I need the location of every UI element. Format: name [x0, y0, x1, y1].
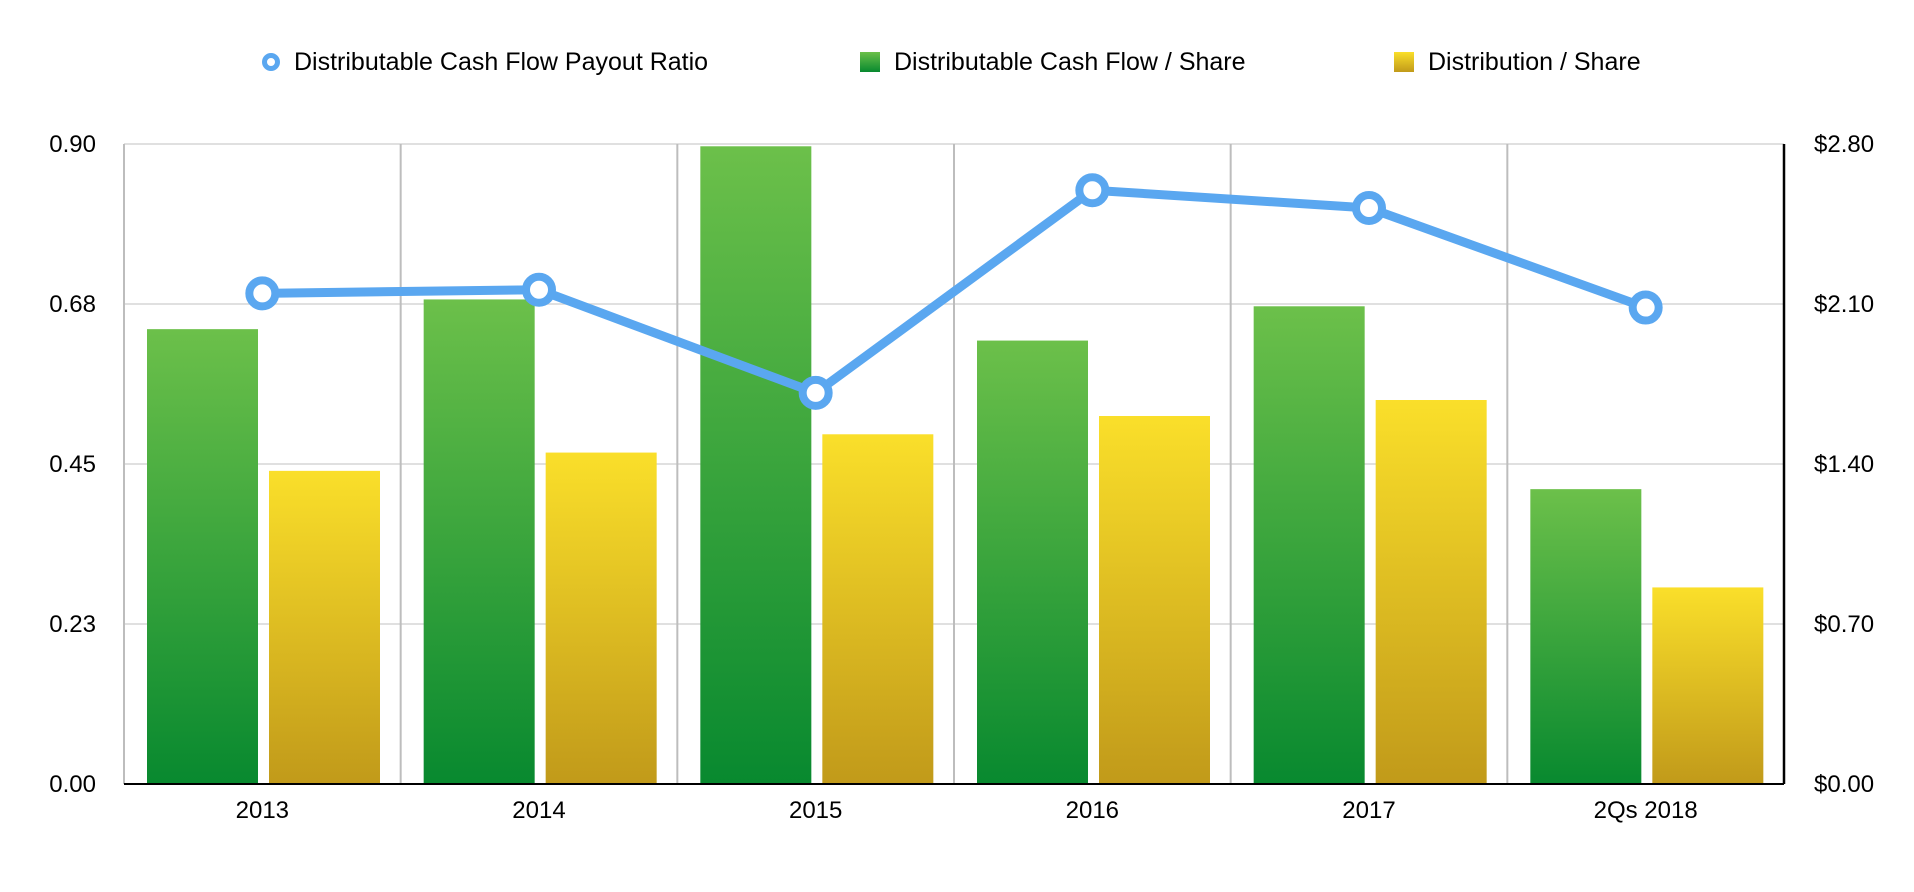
- bars: [147, 146, 1764, 785]
- payout-ratio-line: [257, 185, 1651, 398]
- bar-distribution-per-share: [545, 452, 657, 784]
- payout-ratio-point: [798, 375, 833, 410]
- bar-dcf-per-share: [700, 146, 812, 785]
- chart-legend: Distributable Cash Flow Payout Ratio Dis…: [0, 44, 1914, 80]
- grid-lines: [123, 143, 1784, 784]
- x-axis-category-label: 2016: [1066, 797, 1119, 824]
- bar-dcf-per-share: [1530, 489, 1642, 784]
- legend-line-marker-icon: [262, 53, 280, 71]
- legend-label-distribution-share: Distribution / Share: [1428, 47, 1641, 76]
- bar-distribution-per-share: [822, 434, 934, 784]
- payout-ratio-point: [1628, 290, 1663, 325]
- legend-item-payout-ratio: Distributable Cash Flow Payout Ratio: [262, 44, 708, 80]
- right-axis-tick-label: $0.00: [1814, 771, 1874, 798]
- right-axis-tick-label: $1.40: [1814, 451, 1874, 478]
- legend-item-dcf-share: Distributable Cash Flow / Share: [860, 44, 1246, 80]
- bar-dcf-per-share: [147, 329, 258, 784]
- legend-green-square-icon: [860, 52, 880, 72]
- bar-dcf-per-share: [423, 299, 535, 784]
- bar-dcf-per-share: [1253, 306, 1365, 784]
- bar-distribution-per-share: [269, 470, 380, 784]
- bar-dcf-per-share: [977, 340, 1088, 784]
- bar-distribution-per-share: [1652, 587, 1764, 784]
- legend-label-dcf-share: Distributable Cash Flow / Share: [894, 47, 1246, 76]
- bar-distribution-per-share: [1375, 400, 1487, 784]
- payout-ratio-point: [245, 276, 280, 311]
- legend-item-distribution-share: Distribution / Share: [1394, 44, 1641, 80]
- x-axis-category-label: 2015: [789, 797, 842, 824]
- right-axis-tick-label: $2.10: [1814, 291, 1874, 318]
- right-axis-tick-label: $2.80: [1814, 131, 1874, 158]
- x-axis-category-label: 2013: [236, 797, 289, 824]
- left-axis-tick-label: 0.90: [49, 131, 96, 158]
- left-axis-tick-label: 0.68: [49, 291, 96, 318]
- payout-ratio-line-series: [245, 173, 1663, 410]
- axis-labels: 0.00 $0.00 0.23 $0.70 0.45 $1.40 0.68 $2.10 0.90…: [49, 131, 1874, 824]
- left-axis-tick-label: 0.00: [49, 771, 96, 798]
- x-axis-category-label: 2Qs 2018: [1594, 797, 1698, 824]
- legend-yellow-square-icon: [1394, 52, 1414, 72]
- payout-ratio-point: [1075, 173, 1110, 208]
- bar-distribution-per-share: [1099, 416, 1210, 784]
- left-axis-tick-label: 0.45: [49, 451, 96, 478]
- left-axis-tick-label: 0.23: [49, 611, 96, 638]
- payout-ratio-point: [1352, 191, 1386, 225]
- axes: [124, 144, 1786, 785]
- x-axis-category-label: 2014: [512, 797, 565, 824]
- legend-label-payout-ratio: Distributable Cash Flow Payout Ratio: [294, 47, 709, 76]
- x-axis-category-label: 2017: [1342, 797, 1395, 824]
- right-axis-tick-label: $0.70: [1814, 611, 1874, 638]
- payout-ratio-point: [522, 272, 556, 307]
